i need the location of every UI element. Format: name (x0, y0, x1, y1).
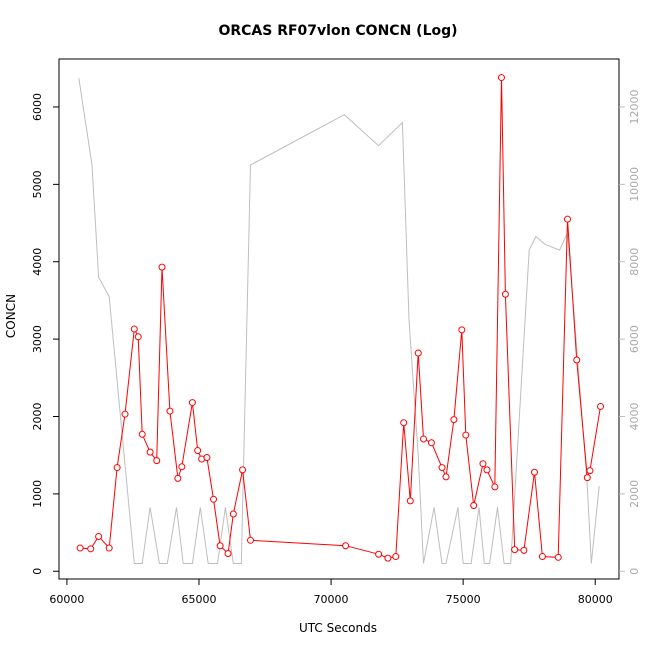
y2-tick-label: 8000 (628, 248, 641, 276)
concn-point (414, 349, 422, 357)
concn-point (573, 356, 581, 364)
concn-point (406, 497, 414, 505)
concn-point (501, 290, 509, 298)
concn-point (586, 467, 594, 475)
y-axis-right: 0 2000 4000 6000 8000 10000 12000 (619, 89, 641, 575)
altitude-line (78, 77, 600, 564)
concn-point (130, 325, 138, 333)
y-tick-label: 2000 (31, 403, 44, 431)
concn-point (530, 468, 538, 476)
concn-point (210, 495, 218, 503)
concn-point (216, 542, 224, 550)
y2-tick-label: 0 (628, 568, 641, 575)
concn-point (479, 460, 487, 468)
y-axis-left: 0 1000 2000 3000 4000 5000 6000 (31, 93, 59, 575)
concn-point (138, 430, 146, 438)
concn-point (427, 439, 435, 447)
concn-point (178, 463, 186, 471)
concn-point (458, 326, 466, 334)
concn-point (438, 464, 446, 472)
concn-point (188, 399, 196, 407)
x-axis-label: UTC Seconds (299, 621, 377, 635)
y-tick-label: 1000 (31, 480, 44, 508)
x-tick-label: 75000 (446, 593, 481, 606)
concn-point (166, 407, 174, 415)
concn-point (450, 416, 458, 424)
concn-point (583, 474, 591, 482)
concn-point (174, 474, 182, 482)
concn-point (375, 550, 383, 558)
y-tick-label: 6000 (31, 93, 44, 121)
series-altitude (78, 77, 600, 564)
plot-border (58, 58, 620, 580)
concn-point (247, 536, 255, 544)
concn-point (384, 554, 392, 562)
concn-point (597, 402, 605, 410)
x-tick-label: 60000 (49, 593, 84, 606)
series-concn (76, 74, 605, 562)
y2-tick-label: 4000 (628, 403, 641, 431)
concn-point (342, 542, 350, 550)
concn-point (420, 435, 428, 443)
y2-tick-label: 10000 (628, 167, 641, 202)
y-tick-label: 5000 (31, 170, 44, 198)
concn-point (239, 466, 247, 474)
y-tick-label: 0 (31, 568, 44, 575)
x-tick-label: 65000 (182, 593, 217, 606)
concn-point (400, 419, 408, 427)
concn-point (483, 466, 491, 474)
concn-line (80, 77, 601, 559)
concn-point (491, 483, 499, 491)
concn-point (442, 473, 450, 481)
y-axis-label: CONCN (4, 294, 18, 338)
concn-point (121, 410, 129, 418)
concn-point (229, 510, 237, 518)
y-tick-label: 3000 (31, 325, 44, 353)
concn-point (203, 454, 211, 462)
concn-point (224, 549, 232, 557)
x-tick-label: 80000 (578, 593, 613, 606)
concn-point (134, 333, 142, 341)
x-tick-label: 70000 (314, 593, 349, 606)
y2-tick-label: 12000 (628, 89, 641, 124)
concn-point (153, 457, 161, 465)
concn-point (105, 544, 113, 552)
chart-title: ORCAS RF07vlon CONCN (Log) (218, 23, 457, 39)
concn-point (95, 532, 103, 540)
concn-point (520, 546, 528, 554)
y2-tick-label: 2000 (628, 480, 641, 508)
plot-frame (58, 58, 620, 580)
concn-point (497, 74, 505, 82)
concn-point (158, 263, 166, 271)
concn-point (538, 553, 546, 561)
concn-point (76, 544, 84, 552)
concn-point (87, 545, 95, 553)
concn-point (113, 464, 121, 472)
concn-point (563, 215, 571, 223)
concn-point (554, 553, 562, 561)
y2-tick-label: 6000 (628, 325, 641, 353)
concn-point (194, 447, 202, 455)
concn-point (462, 431, 470, 439)
y-tick-label: 4000 (31, 248, 44, 276)
concn-point (146, 448, 154, 456)
concn-point (511, 546, 519, 554)
x-axis: 60000 65000 70000 75000 80000 (49, 579, 613, 606)
concn-point (392, 553, 400, 561)
concn-point (470, 501, 478, 509)
